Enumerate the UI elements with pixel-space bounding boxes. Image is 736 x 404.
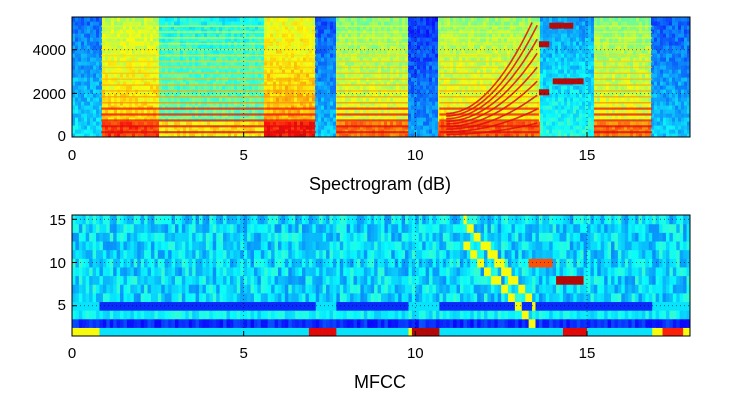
spectrogram-panel: 0 5 10 15 0 2000 4000 Spectrogram (dB) xyxy=(33,16,691,194)
spectrogram-image xyxy=(72,17,690,137)
